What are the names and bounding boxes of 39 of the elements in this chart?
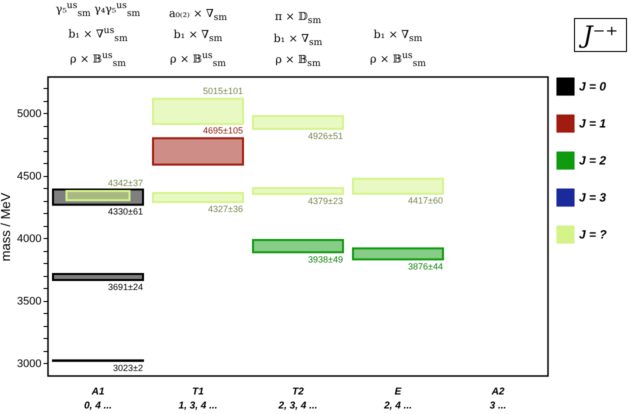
text: J⁻⁺ (574, 18, 627, 52)
annotation: 4695±105 (203, 125, 243, 136)
annotation: 4342±37 (108, 178, 143, 188)
bar (352, 178, 444, 195)
annotation: 4330±61 (108, 206, 143, 217)
annotation: 3023±2 (113, 362, 143, 373)
annotation: 4327±36 (208, 204, 243, 214)
y-tick-label: 3000 (17, 358, 42, 370)
bar (152, 98, 244, 126)
x-tick-label: A2 3 ... (490, 386, 506, 412)
text: π × 𝔻$_{sm}$ b₁ × ∇$_{sm}$ ρ × 𝔹$_{sm}$ (274, 9, 322, 71)
legend-label: J = 0 (579, 80, 606, 94)
bar (252, 239, 344, 254)
bar (252, 115, 344, 130)
bar (152, 192, 244, 203)
bar (252, 187, 344, 195)
y-tick-label: 4000 (17, 232, 42, 245)
x-tick-label: A1 0, 4 ... (84, 386, 112, 412)
y-tick-label: 3500 (17, 295, 42, 308)
annotation: 3876±44 (408, 261, 443, 272)
legend-label: J = 2 (579, 154, 606, 168)
annotation: 4926±51 (308, 130, 343, 141)
y-tick-label: 4500 (17, 170, 42, 182)
annotation: 4417±60 (408, 196, 443, 206)
legend-label: J = 3 (579, 190, 606, 204)
annotation: 3938±49 (308, 254, 343, 264)
annotation: 4379±23 (308, 196, 343, 206)
bar (352, 247, 444, 260)
annotation: 3691±24 (108, 282, 143, 292)
bar (52, 273, 144, 282)
x-tick-label: E 2, 4 ... (383, 386, 412, 412)
legend-label: J = 1 (579, 116, 606, 130)
x-tick-label: T1 1, 3, 4 ... (178, 386, 218, 412)
bar (152, 137, 244, 166)
annotation: 5015±101 (203, 86, 243, 96)
y-axis-title: mass / MeV (0, 192, 14, 262)
x-tick-label: T2 2, 3, 4 ... (278, 386, 318, 412)
legend-label: J = ? (579, 228, 608, 242)
y-tick-label: 5000 (17, 108, 42, 120)
